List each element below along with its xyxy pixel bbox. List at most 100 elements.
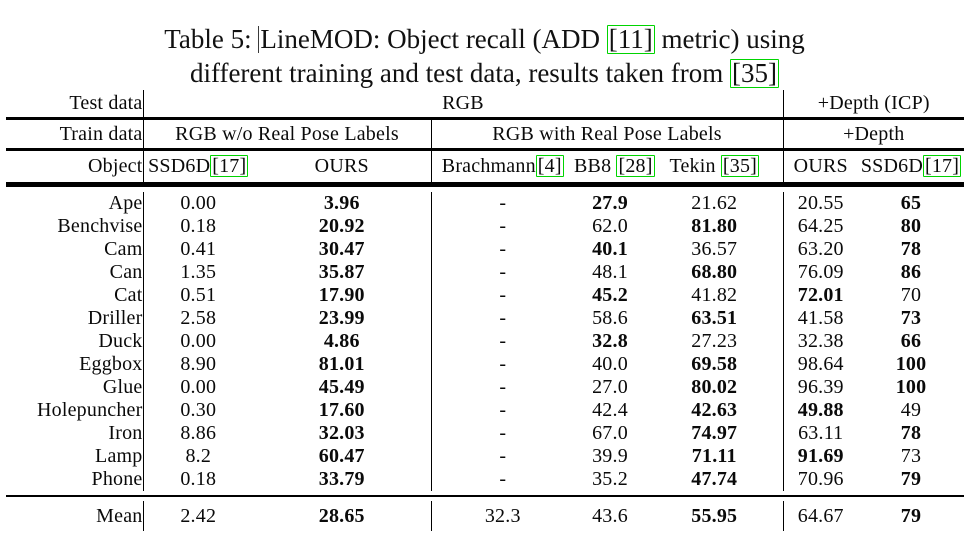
- horizontal-rule-thin: [6, 495, 964, 497]
- cell-ours-icp: 20.55: [797, 192, 844, 214]
- test-data-label: Test data: [6, 90, 144, 117]
- cell-bb8: 48.1: [592, 261, 628, 283]
- cell-tekin: 80.02: [646, 376, 784, 399]
- caption-text-1: LineMOD: Object recall (ADD: [260, 24, 607, 54]
- method-name: OURS: [793, 155, 848, 177]
- cell-ssd6d-icp: 65: [900, 192, 922, 214]
- object-name: Lamp: [6, 445, 144, 468]
- table-row: Cam 0.41 30.47 - 40.1 36.57 63.20 78: [6, 238, 964, 261]
- table-row: Can 1.35 35.87 - 48.1 68.80 76.09 86: [6, 261, 964, 284]
- cell-ours-icp: 32.38: [797, 330, 844, 352]
- cell-tekin: 41.82: [646, 284, 784, 307]
- cell-brachmann: -: [499, 376, 507, 398]
- cell-ssd6d-icp: 78: [900, 238, 922, 260]
- col-header-bb8: BB8 [28]: [574, 151, 655, 182]
- object-column-header: Object: [6, 151, 144, 182]
- cell-ssd6d-syn: 2.58: [180, 307, 217, 329]
- horizontal-rule-thick: [6, 182, 964, 187]
- cell-ssd6d-syn: 0.18: [180, 215, 217, 237]
- citation-link-17-icp[interactable]: [17]: [923, 155, 962, 177]
- cell-brachmann: -: [499, 422, 507, 444]
- cell-ssd6d-icp: 80: [900, 215, 922, 237]
- cell-tekin: 63.51: [646, 307, 784, 330]
- mean-row: Mean 2.42 28.65 32.3 43.6 55.95 64.67 79: [6, 501, 964, 531]
- cell-ours-icp: 76.09: [797, 261, 844, 283]
- citation-link-11[interactable]: [11]: [606, 24, 655, 54]
- cell-ssd6d-syn: 8.86: [180, 422, 217, 444]
- cell-ssd6d-icp: 79: [900, 468, 922, 490]
- table-row: Ape 0.00 3.96 - 27.9 21.62 20.55 65: [6, 192, 964, 215]
- train-depth-header: +Depth: [843, 122, 905, 145]
- cell-ours-icp: 63.11: [798, 422, 844, 444]
- cell-ssd6d-syn: 0.00: [180, 330, 217, 352]
- cell-ssd6d-icp: 100: [895, 376, 927, 398]
- citation-link-28[interactable]: [28]: [616, 155, 655, 177]
- cell-brachmann: -: [499, 192, 507, 214]
- cell-ours-syn: 23.99: [253, 307, 432, 330]
- table-row: Lamp 8.2 60.47 - 39.9 71.11 91.69 73: [6, 445, 964, 468]
- cell-brachmann: -: [499, 307, 507, 329]
- cell-tekin: 74.97: [646, 422, 784, 445]
- cell-tekin: 55.95: [646, 501, 784, 531]
- cell-ours-syn: 4.86: [253, 330, 432, 353]
- cell-ours-icp: 49.88: [797, 399, 844, 421]
- cell-ours-syn: 30.47: [253, 238, 432, 261]
- citation-link-35-caption[interactable]: [35]: [730, 58, 780, 88]
- cell-bb8: 32.8: [592, 330, 628, 352]
- table-caption: Table 5: LineMOD: Object recall (ADD [11…: [0, 22, 969, 90]
- cell-tekin: 68.80: [646, 261, 784, 284]
- col-header-ssd6d-syn: SSD6D [17]: [143, 151, 253, 182]
- results-table: Test data RGB +Depth (ICP) Train data RG…: [6, 90, 964, 531]
- table-row: Cat 0.51 17.90 - 45.2 41.82 72.01 70: [6, 284, 964, 307]
- cell-tekin: 81.80: [646, 215, 784, 238]
- test-data-row: Test data RGB +Depth (ICP): [6, 90, 964, 117]
- object-name: Can: [6, 261, 144, 284]
- cell-tekin: 47.74: [646, 468, 784, 491]
- col-header-tekin: Tekin [35]: [646, 151, 784, 182]
- caption-text-2: metric) using: [654, 24, 805, 54]
- cell-ours-syn: 81.01: [253, 353, 432, 376]
- object-name: Glue: [6, 376, 144, 399]
- cell-bb8: 35.2: [592, 468, 628, 490]
- test-depth-icp-header: +Depth (ICP): [817, 92, 930, 114]
- cell-ssd6d-syn: 1.35: [180, 261, 217, 283]
- cell-ours-icp: 98.64: [797, 353, 844, 375]
- test-rgb-header: RGB: [143, 90, 784, 117]
- citation-link-17[interactable]: [17]: [210, 155, 249, 177]
- citation-link-4[interactable]: [4]: [535, 155, 564, 177]
- cell-ssd6d-icp: 66: [900, 330, 922, 352]
- table-row: Driller 2.58 23.99 - 58.6 63.51 41.58 73: [6, 307, 964, 330]
- cell-ssd6d-icp: 49: [900, 399, 922, 421]
- cell-tekin: 69.58: [646, 353, 784, 376]
- object-name: Driller: [6, 307, 144, 330]
- cell-ours-icp: 64.25: [797, 215, 844, 237]
- cell-ssd6d-syn: 8.90: [180, 353, 217, 375]
- cell-tekin: 42.63: [646, 399, 784, 422]
- caption-line-2: different training and test data, result…: [0, 56, 969, 90]
- horizontal-rule: [6, 117, 964, 120]
- table-row: Eggbox 8.90 81.01 - 40.0 69.58 98.64 100: [6, 353, 964, 376]
- cell-bb8: 67.0: [592, 422, 628, 444]
- cell-ssd6d-syn: 0.30: [180, 399, 217, 421]
- cell-tekin: 27.23: [646, 330, 784, 353]
- cell-bb8: 58.6: [592, 307, 628, 329]
- table-row: Iron 8.86 32.03 - 67.0 74.97 63.11 78: [6, 422, 964, 445]
- cell-ssd6d-icp: 86: [900, 261, 922, 283]
- mean-row-body: Mean 2.42 28.65 32.3 43.6 55.95 64.67 79: [6, 501, 964, 531]
- cell-brachmann: -: [499, 215, 507, 237]
- cell-bb8: 40.1: [592, 238, 628, 260]
- cell-ssd6d-icp: 73: [900, 445, 922, 467]
- cell-ours-syn: 45.49: [253, 376, 432, 399]
- cell-tekin: 21.62: [646, 192, 784, 215]
- cell-tekin: 36.57: [646, 238, 784, 261]
- cell-ssd6d-syn: 0.00: [180, 192, 217, 214]
- cell-bb8: 45.2: [592, 284, 628, 306]
- train-rgb-with-header: RGB with Real Pose Labels: [431, 120, 784, 148]
- object-name: Duck: [6, 330, 144, 353]
- object-name: Mean: [6, 501, 144, 531]
- cell-ours-syn: 17.60: [253, 399, 432, 422]
- cell-ours-syn: 28.65: [253, 501, 432, 531]
- citation-link-35-column[interactable]: [35]: [720, 155, 760, 177]
- cell-ssd6d-icp: 78: [900, 422, 922, 444]
